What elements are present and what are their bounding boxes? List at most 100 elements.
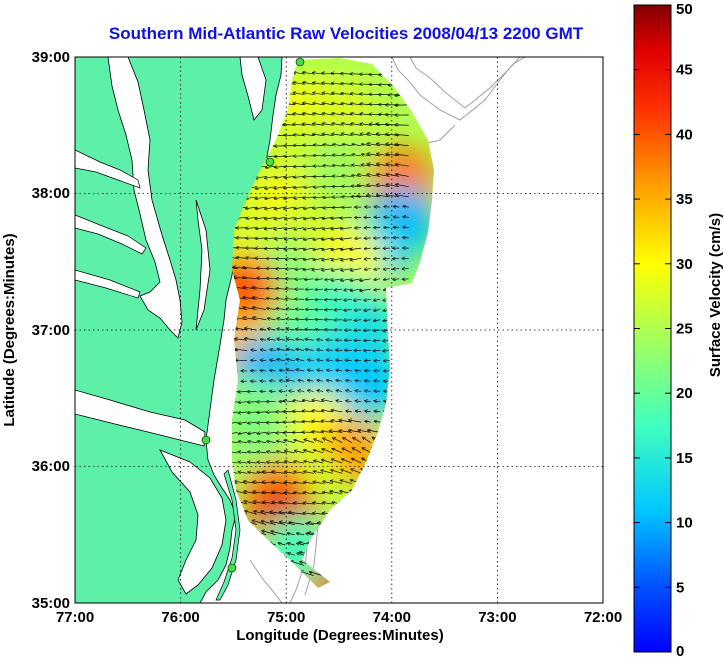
velocity-arrow [350, 248, 362, 250]
velocity-arrow [365, 421, 371, 422]
velocity-arrow [313, 482, 324, 484]
velocity-arrow [336, 401, 343, 402]
velocity-arrow [262, 531, 276, 536]
velocity-arrow [374, 391, 381, 392]
velocity-arrow [248, 441, 257, 442]
velocity-arrow [245, 338, 257, 341]
velocity-arrow [294, 472, 305, 474]
velocity-arrow [267, 288, 276, 289]
velocity-arrow [308, 390, 314, 391]
velocity-arrow [243, 267, 257, 268]
velocity-arrow [270, 512, 286, 515]
velocity-arrow [384, 207, 390, 208]
velocity-arrow [394, 206, 400, 207]
velocity-arrow [243, 277, 257, 279]
velocity-arrow [267, 422, 276, 423]
velocity-arrow [303, 503, 314, 504]
velocity-arrow [343, 438, 352, 443]
velocity-arrow [360, 278, 371, 281]
velocity-arrow [285, 238, 295, 240]
velocity-arrow [288, 543, 295, 545]
velocity-arrow [403, 227, 409, 228]
velocity-arrow [261, 339, 267, 340]
velocity-arrow [317, 360, 324, 361]
velocity-arrow [395, 105, 409, 106]
velocity-arrow [267, 452, 276, 453]
velocity-arrow [276, 289, 286, 290]
velocity-arrow [305, 329, 314, 330]
velocity-arrow [352, 154, 362, 156]
velocity-arrow [303, 103, 314, 106]
velocity-arrow [362, 448, 371, 454]
velocity-arrow [294, 187, 305, 188]
velocity-arrow [394, 217, 400, 218]
velocity-arrow [248, 432, 257, 433]
velocity-arrow [336, 370, 343, 371]
velocity-arrow [402, 279, 409, 280]
velocity-arrow [352, 144, 362, 146]
velocity-arrow [304, 207, 314, 209]
velocity-arrow [342, 165, 352, 166]
velocity-arrow [374, 248, 381, 249]
colorbar-tick-label: 10 [676, 515, 693, 532]
colorbar-ticks: 0 5 10 15 20 25 30 35 40 45 50 [634, 1, 693, 659]
velocity-arrow [383, 350, 390, 351]
velocity-arrow [294, 238, 305, 240]
velocity-arrow [350, 258, 362, 260]
velocity-arrow [314, 155, 324, 156]
velocity-arrow [365, 411, 371, 412]
velocity-arrow [396, 195, 409, 198]
velocity-arrow [291, 561, 305, 566]
velocity-arrow [265, 238, 276, 239]
velocity-arrow [317, 390, 324, 391]
velocity-arrow [336, 390, 343, 391]
colorbar-tick-label: 5 [676, 579, 684, 596]
velocity-arrow [279, 502, 295, 505]
velocity-arrow [354, 320, 362, 321]
velocity-arrow [271, 531, 286, 536]
velocity-arrow [261, 360, 267, 361]
colorbar-tick-label: 50 [676, 1, 693, 18]
velocity-arrow [355, 370, 362, 371]
y-tick-label: 35:00 [32, 595, 70, 612]
velocity-arrow [297, 533, 305, 534]
velocity-arrow [238, 441, 248, 442]
velocity-arrow [395, 125, 409, 126]
velocity-arrow [294, 482, 305, 483]
velocity-arrow [396, 154, 409, 157]
velocity-arrow [238, 422, 248, 423]
velocity-arrow [333, 165, 343, 166]
velocity-arrow [374, 320, 381, 321]
velocity-arrow [294, 461, 305, 463]
velocity-arrow [296, 339, 305, 340]
velocity-arrow [235, 349, 248, 350]
velocity-arrow [279, 381, 286, 382]
velocity-arrow [245, 511, 257, 515]
velocity-arrow [270, 370, 276, 371]
velocity-arrow [251, 360, 257, 361]
velocity-arrow [305, 339, 314, 340]
velocity-arrow [323, 155, 333, 156]
velocity-arrow [280, 522, 295, 525]
velocity-arrow [317, 380, 324, 381]
velocity-arrow [331, 481, 343, 484]
velocity-arrow [314, 145, 324, 146]
colorbar-tick-label: 15 [676, 450, 693, 467]
velocity-arrow [277, 318, 286, 319]
velocity-arrow [317, 350, 324, 351]
velocity-arrow [267, 298, 276, 299]
velocity-arrow [351, 469, 362, 474]
velocity-arrow [301, 571, 314, 577]
velocity-arrow [286, 329, 295, 330]
velocity-arrow [340, 480, 352, 484]
velocity-arrow [296, 319, 305, 320]
velocity-arrow [294, 503, 305, 504]
velocity-arrow [342, 176, 352, 177]
velocity-arrow [257, 422, 267, 423]
velocity-arrow [363, 437, 371, 443]
velocity-arrow [314, 187, 324, 188]
velocity-arrow [276, 298, 286, 299]
velocity-arrow [323, 145, 333, 146]
velocity-arrow [274, 217, 286, 219]
